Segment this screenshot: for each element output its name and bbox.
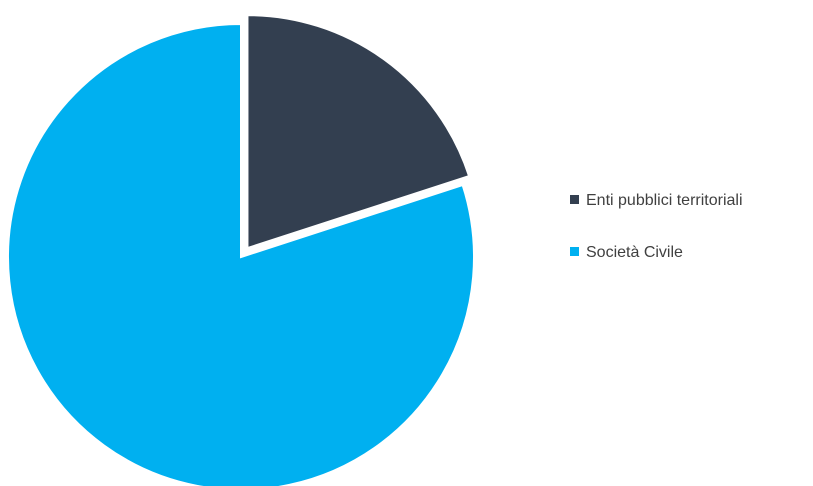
legend-label-1: Enti pubblici territoriali: [586, 192, 743, 209]
legend-label-2: Società Civile: [586, 244, 683, 261]
pie-slices: [7, 14, 475, 486]
pie-slice-2: [7, 22, 475, 486]
legend-swatch-1: [570, 195, 579, 204]
legend-swatch-2: [570, 247, 579, 256]
pie-slice-1: [246, 14, 471, 250]
legend: Enti pubblici territoriali Società Civile: [570, 192, 743, 261]
